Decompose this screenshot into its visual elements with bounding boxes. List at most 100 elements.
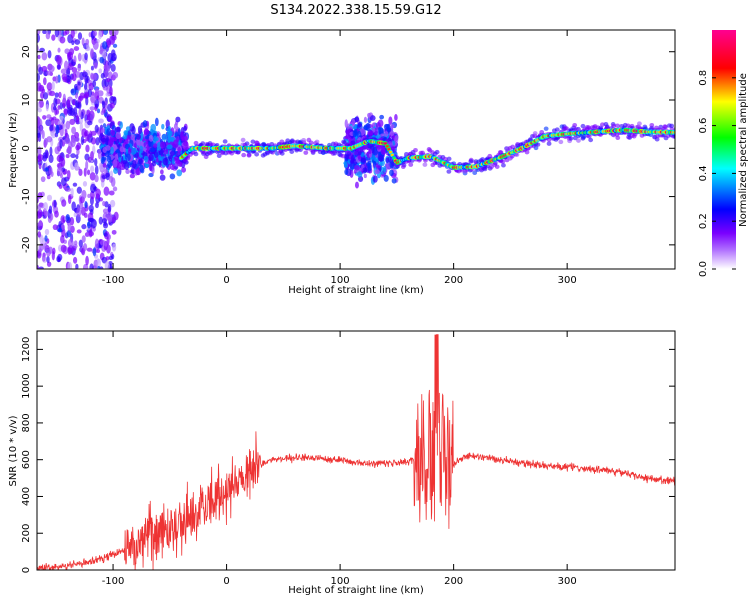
y-tick-label: 20 [21, 45, 32, 58]
spectral-cell [56, 54, 62, 65]
spectral-cell [41, 254, 46, 262]
spectral-cell [109, 102, 115, 109]
spectral-cell [66, 230, 72, 238]
spectral-cell [37, 73, 41, 82]
spectral-cell [343, 162, 349, 169]
y-tick-label: 0 [21, 145, 32, 151]
spectral-cell [72, 99, 76, 106]
spectral-cell [78, 95, 84, 101]
spectral-halo [341, 139, 346, 145]
spectral-cell [83, 243, 88, 252]
spectral-cell [363, 116, 368, 123]
spectrogram-marks [37, 30, 675, 269]
spectral-cell [125, 126, 131, 131]
spectral-cell [153, 143, 158, 148]
spectral-halo [177, 161, 183, 167]
spectral-halo [468, 159, 474, 164]
spectral-cell [98, 216, 103, 225]
spectral-cell [97, 266, 101, 269]
spectral-cell [71, 67, 78, 74]
spectral-cell [107, 161, 113, 169]
spectral-cell [43, 201, 48, 212]
spectral-halo [193, 151, 199, 157]
spectral-cell [386, 123, 391, 133]
spectral-halo [350, 140, 356, 145]
spectral-cell [84, 232, 90, 237]
spectral-cell [85, 134, 90, 142]
spectral-cell [85, 160, 89, 171]
spectral-cell [46, 248, 51, 257]
spectral-cell [119, 121, 123, 129]
spectral-cell [85, 144, 90, 153]
spectral-cell [153, 135, 157, 143]
spectral-cell [93, 62, 98, 69]
spectral-cell [374, 169, 380, 175]
spectral-cell [83, 83, 88, 90]
spectral-cell [113, 211, 119, 221]
spectral-halo [564, 126, 569, 131]
spectral-cell [90, 72, 94, 80]
x-tick-label: 200 [444, 576, 463, 587]
spectral-cell [84, 201, 88, 209]
spectral-cell [123, 133, 128, 140]
spectral-cell [372, 160, 377, 168]
spectral-cell [41, 65, 48, 72]
spectral-cell [75, 136, 80, 143]
spectral-cell [67, 223, 72, 232]
spectral-cell [79, 122, 84, 132]
spectral-cell [57, 64, 61, 70]
spectral-halo [413, 147, 418, 153]
spectral-halo [600, 122, 605, 127]
spectral-cell [102, 51, 107, 60]
spectral-cell [109, 30, 113, 36]
spectral-cell [97, 30, 103, 40]
spectral-cell [67, 52, 71, 58]
spectral-cell [48, 205, 53, 214]
spectral-cell [391, 178, 397, 184]
spectral-cell [41, 52, 48, 61]
spectral-cell [89, 263, 94, 269]
spectral-cell [68, 141, 73, 150]
spectral-cell [64, 128, 68, 138]
spectral-cell [154, 151, 159, 159]
spectral-cell [383, 174, 389, 182]
spectral-cell [70, 88, 77, 96]
spectral-cell [52, 247, 56, 255]
spectral-cell [80, 135, 85, 146]
spectral-cell [110, 64, 116, 72]
spectral-cell [72, 182, 78, 187]
spectral-cell [369, 115, 376, 122]
spectral-halo [472, 170, 478, 176]
spectral-cell [88, 227, 93, 238]
spectral-halo [254, 152, 260, 157]
spectral-cell [389, 169, 394, 177]
spectral-ridge-core [387, 147, 391, 151]
y-tick-label: -10 [21, 188, 32, 204]
spectrogram-ylabel: Frequency (Hz) [8, 112, 19, 188]
spectral-cell [71, 126, 77, 135]
colorbar-tick-label: 0.8 [698, 70, 709, 86]
spectral-halo [615, 123, 620, 128]
spectral-cell [106, 244, 111, 254]
spectral-cell [167, 136, 171, 144]
spectral-halo [482, 166, 488, 172]
spectral-cell [67, 246, 72, 255]
spectral-cell [73, 212, 77, 218]
spectral-cell [154, 117, 159, 127]
snr-ylabel: SNR (10 * v/v) [8, 415, 19, 486]
spectral-halo [546, 141, 552, 146]
spectral-cell [90, 183, 97, 194]
spectral-ridge-core [389, 150, 393, 154]
spectral-cell [111, 216, 115, 224]
spectral-cell [67, 238, 74, 248]
spectral-halo [254, 140, 260, 146]
spectral-cell [38, 219, 43, 227]
spectral-ridge-core [390, 153, 394, 157]
spectral-cell [114, 154, 119, 161]
spectral-cell [102, 200, 106, 207]
spectral-halo [494, 164, 500, 169]
colorbar-label: Normalized spectral amplitude [738, 73, 749, 227]
spectral-cell [60, 157, 66, 168]
spectral-cell [43, 242, 48, 252]
